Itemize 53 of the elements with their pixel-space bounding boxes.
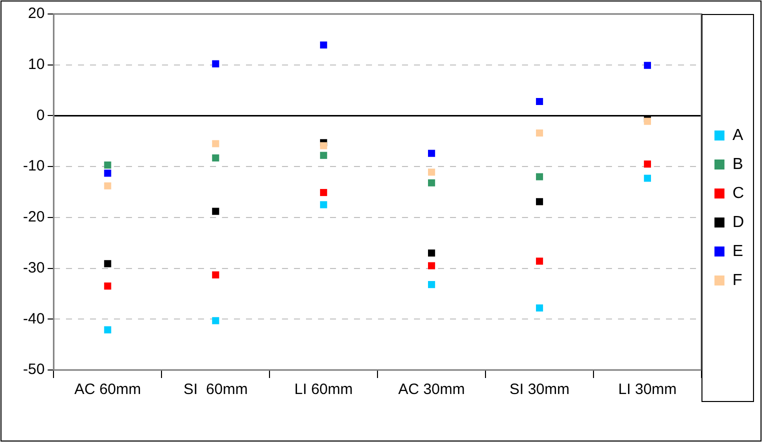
point xyxy=(212,208,220,215)
x-tick-label: LI 60mm xyxy=(294,381,353,398)
x-tick-label: LI 30mm xyxy=(618,381,677,398)
point xyxy=(536,129,544,137)
point xyxy=(428,262,436,270)
point xyxy=(212,154,220,162)
y-tick-label: 0 xyxy=(36,106,45,124)
y-tick-label: 10 xyxy=(28,56,45,73)
point xyxy=(320,188,328,196)
point xyxy=(428,168,436,176)
y-tick-label: -20 xyxy=(22,208,45,226)
legend-label: E xyxy=(732,242,744,260)
point xyxy=(212,60,220,68)
point xyxy=(644,62,651,69)
point xyxy=(212,317,220,324)
y-tick-label: -10 xyxy=(22,158,45,175)
x-tick-label: SI 30mm xyxy=(509,381,570,398)
point xyxy=(104,162,112,169)
legend-label: A xyxy=(732,126,744,144)
point xyxy=(644,174,651,182)
point xyxy=(212,140,220,148)
y-tick-label: 20 xyxy=(28,5,45,22)
legend-label: F xyxy=(732,272,742,289)
legend-label: C xyxy=(732,184,744,202)
point xyxy=(320,41,328,49)
y-tick-label: -30 xyxy=(22,259,45,276)
point xyxy=(320,152,328,159)
point xyxy=(428,281,436,288)
point xyxy=(320,142,328,150)
point xyxy=(428,249,436,257)
x-tick-label: SI 60mm xyxy=(184,381,248,398)
point xyxy=(104,170,112,177)
point xyxy=(104,282,112,290)
point xyxy=(320,201,328,208)
point xyxy=(644,160,651,168)
y-tick-label: -50 xyxy=(22,361,45,378)
point xyxy=(536,304,544,312)
point xyxy=(428,179,436,186)
point xyxy=(536,198,544,206)
point xyxy=(536,258,544,265)
point xyxy=(536,98,544,106)
point xyxy=(104,260,112,268)
point xyxy=(212,271,220,278)
x-tick-label: AC 60mm xyxy=(74,381,142,398)
point xyxy=(428,150,436,157)
legend-label: B xyxy=(732,156,744,173)
point xyxy=(104,326,112,334)
point xyxy=(536,173,544,180)
x-tick-label: AC 30mm xyxy=(398,381,465,398)
point xyxy=(644,118,651,125)
legend-label: D xyxy=(732,214,744,231)
y-tick-label: -40 xyxy=(22,310,45,328)
point xyxy=(104,182,112,190)
